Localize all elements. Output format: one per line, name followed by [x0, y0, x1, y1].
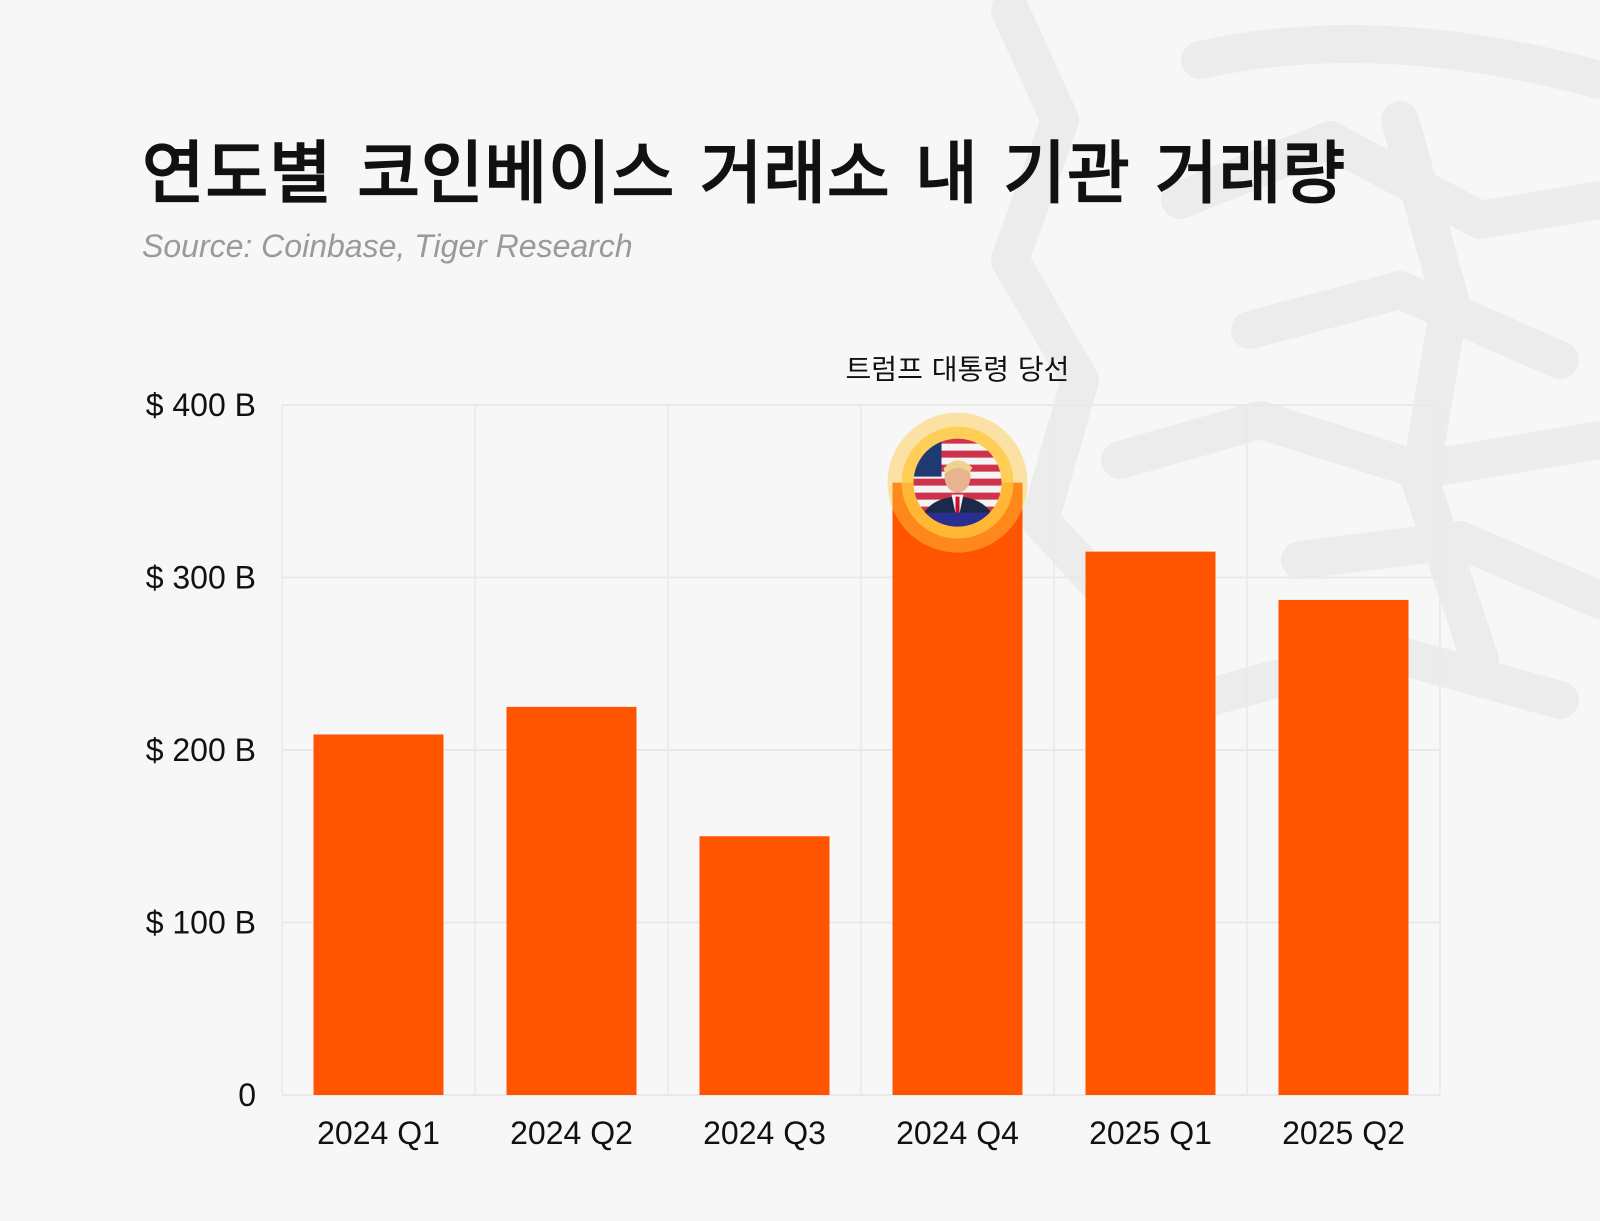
x-tick-label: 2025 Q2 — [1282, 1115, 1405, 1151]
x-tick-label: 2024 Q3 — [703, 1115, 826, 1151]
bar-2025-q2 — [1278, 599, 1409, 1095]
x-tick-label: 2024 Q4 — [896, 1115, 1019, 1151]
x-tick-label: 2025 Q1 — [1089, 1115, 1212, 1151]
trump-portrait-icon — [913, 438, 1002, 527]
bar-2025-q1 — [1085, 551, 1216, 1095]
bar-2024-q4 — [892, 482, 1023, 1095]
y-tick-label: 0 — [238, 1077, 256, 1113]
x-tick-label: 2024 Q2 — [510, 1115, 633, 1151]
y-tick-label: $ 200 B — [146, 732, 256, 768]
y-tick-label: $ 100 B — [146, 905, 256, 941]
x-tick-label: 2024 Q1 — [317, 1115, 440, 1151]
chart-title: 연도별 코인베이스 거래소 내 기관 거래량 — [142, 135, 1346, 214]
y-tick-label: $ 400 B — [146, 387, 256, 423]
bar-2024-q2 — [506, 706, 637, 1095]
bar-2024-q1 — [313, 734, 444, 1095]
chart-subtitle: Source: Coinbase, Tiger Research — [142, 228, 633, 264]
y-tick-label: $ 300 B — [146, 560, 256, 596]
annotation-label: 트럼프 대통령 당선 — [846, 353, 1070, 386]
bar-2024-q3 — [699, 836, 830, 1095]
